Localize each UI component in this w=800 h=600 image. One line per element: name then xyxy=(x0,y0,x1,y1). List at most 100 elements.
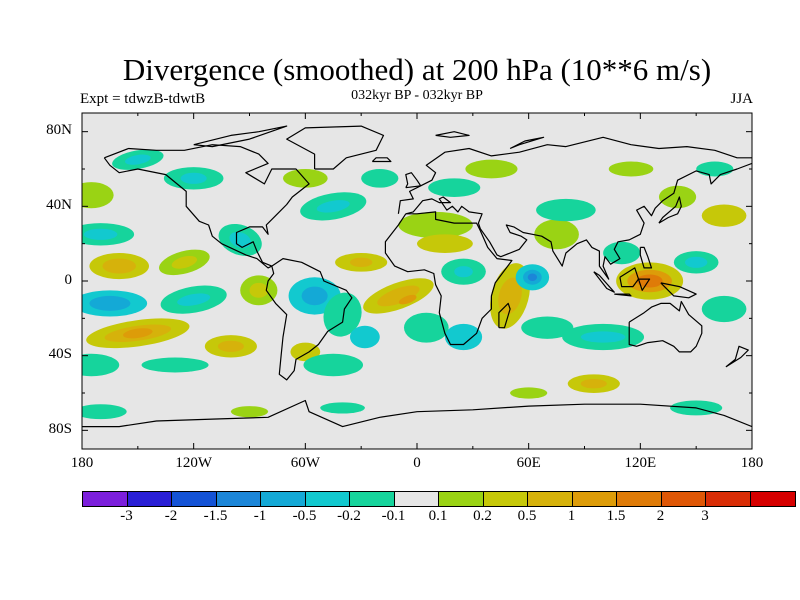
colorbar-swatch xyxy=(83,492,128,506)
experiment-label: Expt = tdwzB-tdwtB xyxy=(80,91,206,107)
lon-label-120e: 120E xyxy=(624,455,657,471)
contour-region xyxy=(701,204,747,227)
season-label: JJA xyxy=(730,91,753,107)
coastline xyxy=(637,278,651,291)
contour-region xyxy=(685,256,708,268)
contour-region xyxy=(102,258,136,274)
colorbar-label: -1.5 xyxy=(203,508,228,524)
lon-label-0: 0 xyxy=(413,455,421,471)
colorbar-swatch xyxy=(172,492,217,506)
coastline xyxy=(660,282,697,299)
axis-ticks xyxy=(81,113,753,449)
contour-region xyxy=(428,178,481,198)
contour-region xyxy=(350,257,373,268)
contour-region xyxy=(303,353,364,377)
colorbar-swatch xyxy=(750,492,795,506)
colorbar-swatch xyxy=(216,492,261,506)
colorbar-label: 0.5 xyxy=(517,508,537,524)
contour-region xyxy=(465,159,518,179)
contour-region xyxy=(527,273,538,281)
contour-region xyxy=(323,292,362,337)
colorbar-label: 2 xyxy=(656,508,665,524)
lat-label-0: 0 xyxy=(64,272,73,288)
coastline xyxy=(103,144,310,269)
contour-region xyxy=(217,340,244,352)
contour-region xyxy=(403,312,449,343)
lon-label-120w: 120W xyxy=(175,455,213,471)
contour-region xyxy=(230,406,269,418)
contour-region xyxy=(580,331,626,343)
contour-region xyxy=(249,282,269,298)
contour-region xyxy=(283,169,328,188)
contour-region xyxy=(82,182,114,209)
contour-region xyxy=(229,231,251,248)
coastline xyxy=(405,172,422,189)
contour-region xyxy=(534,219,579,250)
contour-region xyxy=(82,353,120,377)
contour-region xyxy=(89,295,131,311)
coastline xyxy=(371,157,392,163)
colorbar-swatch xyxy=(394,492,439,506)
contour-region xyxy=(180,172,207,184)
contour-region xyxy=(171,255,198,269)
colorbar-swatch xyxy=(305,492,350,506)
contour-region xyxy=(316,200,350,213)
coastline xyxy=(397,136,752,214)
colorbar-label: -0.5 xyxy=(292,508,317,524)
colorbar-label: -0.1 xyxy=(381,508,406,524)
coastline xyxy=(614,293,632,297)
lon-label-180e: 180 xyxy=(740,455,764,471)
colorbar-label: -2 xyxy=(164,508,178,524)
colorbar-swatch xyxy=(528,492,573,506)
contour-region xyxy=(498,277,522,315)
contour-region xyxy=(398,211,473,239)
contour-region xyxy=(636,274,663,288)
coastline xyxy=(193,125,288,148)
colorbar-swatch xyxy=(483,492,528,506)
coastline xyxy=(286,125,385,170)
contour-region xyxy=(454,266,473,278)
contour-region xyxy=(580,379,607,389)
coastline xyxy=(498,302,511,329)
contour-region xyxy=(320,402,365,414)
lon-label-60e: 60E xyxy=(516,455,541,471)
colorbar-label: -1 xyxy=(253,508,267,524)
colorbar-label: -3 xyxy=(120,508,133,524)
contour-region xyxy=(290,342,321,362)
lat-label-40n: 40N xyxy=(46,197,72,213)
contour-region xyxy=(361,169,399,188)
colorbar-swatch xyxy=(572,492,617,506)
contour-region xyxy=(536,198,596,222)
colorbar-swatch xyxy=(706,492,751,506)
colorbar-label: -0.2 xyxy=(337,508,361,524)
contour-region xyxy=(417,234,473,254)
coastline xyxy=(628,300,703,353)
coastline xyxy=(725,345,749,368)
colorbar-label: 1.5 xyxy=(606,508,626,524)
colorbar-label: 3 xyxy=(701,508,709,524)
contour-region xyxy=(82,404,127,420)
colorbar-swatch xyxy=(617,492,662,506)
colorbar-label: 0.2 xyxy=(473,508,492,524)
lat-label-80n: 80N xyxy=(46,122,72,138)
contour-region xyxy=(398,294,417,305)
page-title: Divergence (smoothed) at 200 hPa (10**6 … xyxy=(122,52,712,87)
colorbar-swatch xyxy=(439,492,484,506)
contour-region xyxy=(608,161,654,177)
colorbar xyxy=(82,491,796,507)
lat-label-80s: 80S xyxy=(48,421,72,437)
coastline xyxy=(82,399,752,428)
contour-region xyxy=(510,387,548,399)
lon-label-180w: 180 xyxy=(70,455,94,471)
contour-region xyxy=(701,295,747,323)
colorbar-swatch xyxy=(350,492,395,506)
contour-region xyxy=(83,228,118,240)
contour-region xyxy=(301,286,328,306)
contour-region xyxy=(141,357,209,373)
colorbar-swatch xyxy=(127,492,172,506)
divergence-contours xyxy=(82,149,747,420)
colorbar-swatch xyxy=(661,492,706,506)
contour-region xyxy=(603,241,641,265)
contour-region xyxy=(123,328,153,339)
